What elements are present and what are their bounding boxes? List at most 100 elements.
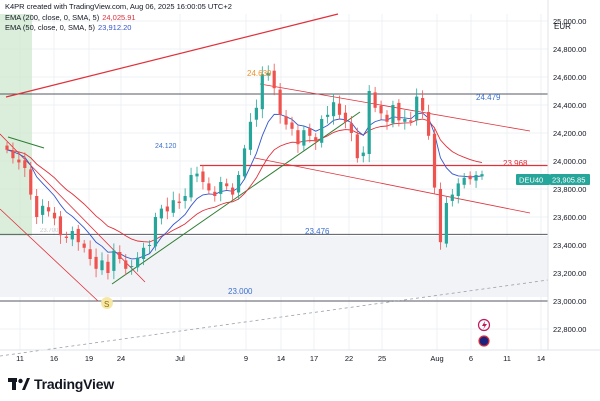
candle-body [462,177,466,185]
candle-body [450,194,454,201]
candle-body [153,217,158,247]
candle-body [248,121,253,150]
candle-body [64,236,68,238]
candle-body [213,191,217,196]
candle-body [11,151,15,159]
time-tick-label: 16 [50,354,58,363]
candle-body [349,123,353,133]
label-23476: 23.476 [305,227,330,236]
price-tick-label: 23,200.00 [553,269,586,278]
candle-body [361,152,365,157]
label-24639: 24.639 [247,69,272,78]
channel-red-2 [0,208,99,302]
time-tick-label: 17 [310,354,318,363]
candle-body [242,148,247,177]
candle-body [254,107,258,120]
candle-body [474,175,478,181]
chart-area[interactable]: 24.639 24.479 24.120 23.968 23.476 23.00… [0,0,600,370]
trendline-upper-red [5,13,339,98]
candle-body [183,196,187,201]
price-tick-label: 24,200.00 [553,129,586,138]
price-tick-label: 23,000.00 [553,297,586,306]
channel-red-4 [254,157,531,214]
trendline-green-long [111,111,361,285]
tradingview-logo[interactable]: TradingView [8,372,114,396]
event-icons[interactable] [477,318,491,347]
candle-body [320,119,324,143]
credit-text: K4PR created with TradingView.com, Aug 0… [5,2,232,11]
time-axis: 11 16 19 24 Jul 9 14 17 22 25 Aug 6 11 14 [0,349,600,363]
label-23000: 23.000 [228,287,253,296]
candle-body [444,203,448,244]
candle-body [46,207,51,212]
candle-body [106,261,110,273]
price-tick-label: 23,600.00 [553,213,586,222]
ema50-label: EMA (50, close, 0, SMA, 5) [5,23,96,32]
candle-body [468,175,472,180]
candle-body [124,260,128,269]
ema50-value: 23,912.20 [98,23,132,32]
candle-body [219,182,223,194]
support-zone [0,236,548,297]
candle-body [343,112,348,122]
candle-body [403,119,407,122]
legend-ema50[interactable]: EMA (50, close, 0, SMA, 5) 23,912.20 [5,23,232,34]
last-price-badge: DEU40 23,905.85 [516,174,590,185]
ema200-line [6,118,483,243]
price-axis: EUR 25,000.00 24,800.00 24,600.00 24,400.00… [547,0,586,350]
candle-body [397,102,401,121]
candle-body [337,103,342,115]
time-tick-label: 11 [16,354,24,363]
candle-body [118,252,122,259]
trendline-green-short [7,136,45,149]
currency-label: EUR [554,22,571,31]
last-price-value: 23,905.85 [552,176,585,185]
label-mid: 23.700 [40,228,59,234]
candle-body [41,205,45,215]
time-tick-label: Jul [175,354,185,363]
time-tick-label: 24 [117,354,125,363]
candle-body [189,175,193,198]
candle-body [284,116,288,125]
candle-body [438,189,443,243]
dashed-trendline [0,279,549,357]
price-tick-label: 24,400.00 [553,101,586,110]
s-marker-badge [101,297,113,309]
candle-body [302,130,306,146]
candle-body [159,208,163,219]
candle-body [76,228,80,243]
candle-body [195,173,199,177]
price-chart[interactable]: 24.639 24.479 24.120 23.968 23.476 23.00… [0,0,600,370]
legend-ema200[interactable]: EMA (200, close, 0, SMA, 5) 24,025.91 [5,13,232,24]
candle-body [236,175,241,193]
candle-body [112,250,116,271]
candle-body [231,187,235,195]
tradingview-brand: TradingView [34,376,115,392]
candle-body [480,174,484,177]
candle-body [331,102,336,117]
time-tick-label: 25 [378,354,386,363]
candle-body [391,105,395,124]
s-marker-label: S [104,300,109,309]
time-tick-label: 14 [537,354,545,363]
candle-body [141,247,146,259]
candle-body [426,112,431,136]
chart-header: K4PR created with TradingView.com, Aug 0… [5,2,232,34]
time-tick-label: 19 [85,354,93,363]
label-24120: 24.120 [155,143,177,150]
time-tick-label: 22 [345,354,353,363]
candle-body [171,200,175,213]
candle-body [296,130,300,145]
candle-body [421,98,425,111]
time-tick-label: Aug [430,354,443,363]
candle-body [177,201,181,203]
candle-body [326,114,330,117]
candle-body [88,249,92,259]
candle-body [52,212,57,219]
candle-body [201,171,205,182]
candle-body [373,92,377,108]
event-dot-icon [478,335,490,347]
candle-body [94,256,98,269]
candle-body [308,128,312,136]
price-tick-label: 25,000.00 [553,17,586,26]
